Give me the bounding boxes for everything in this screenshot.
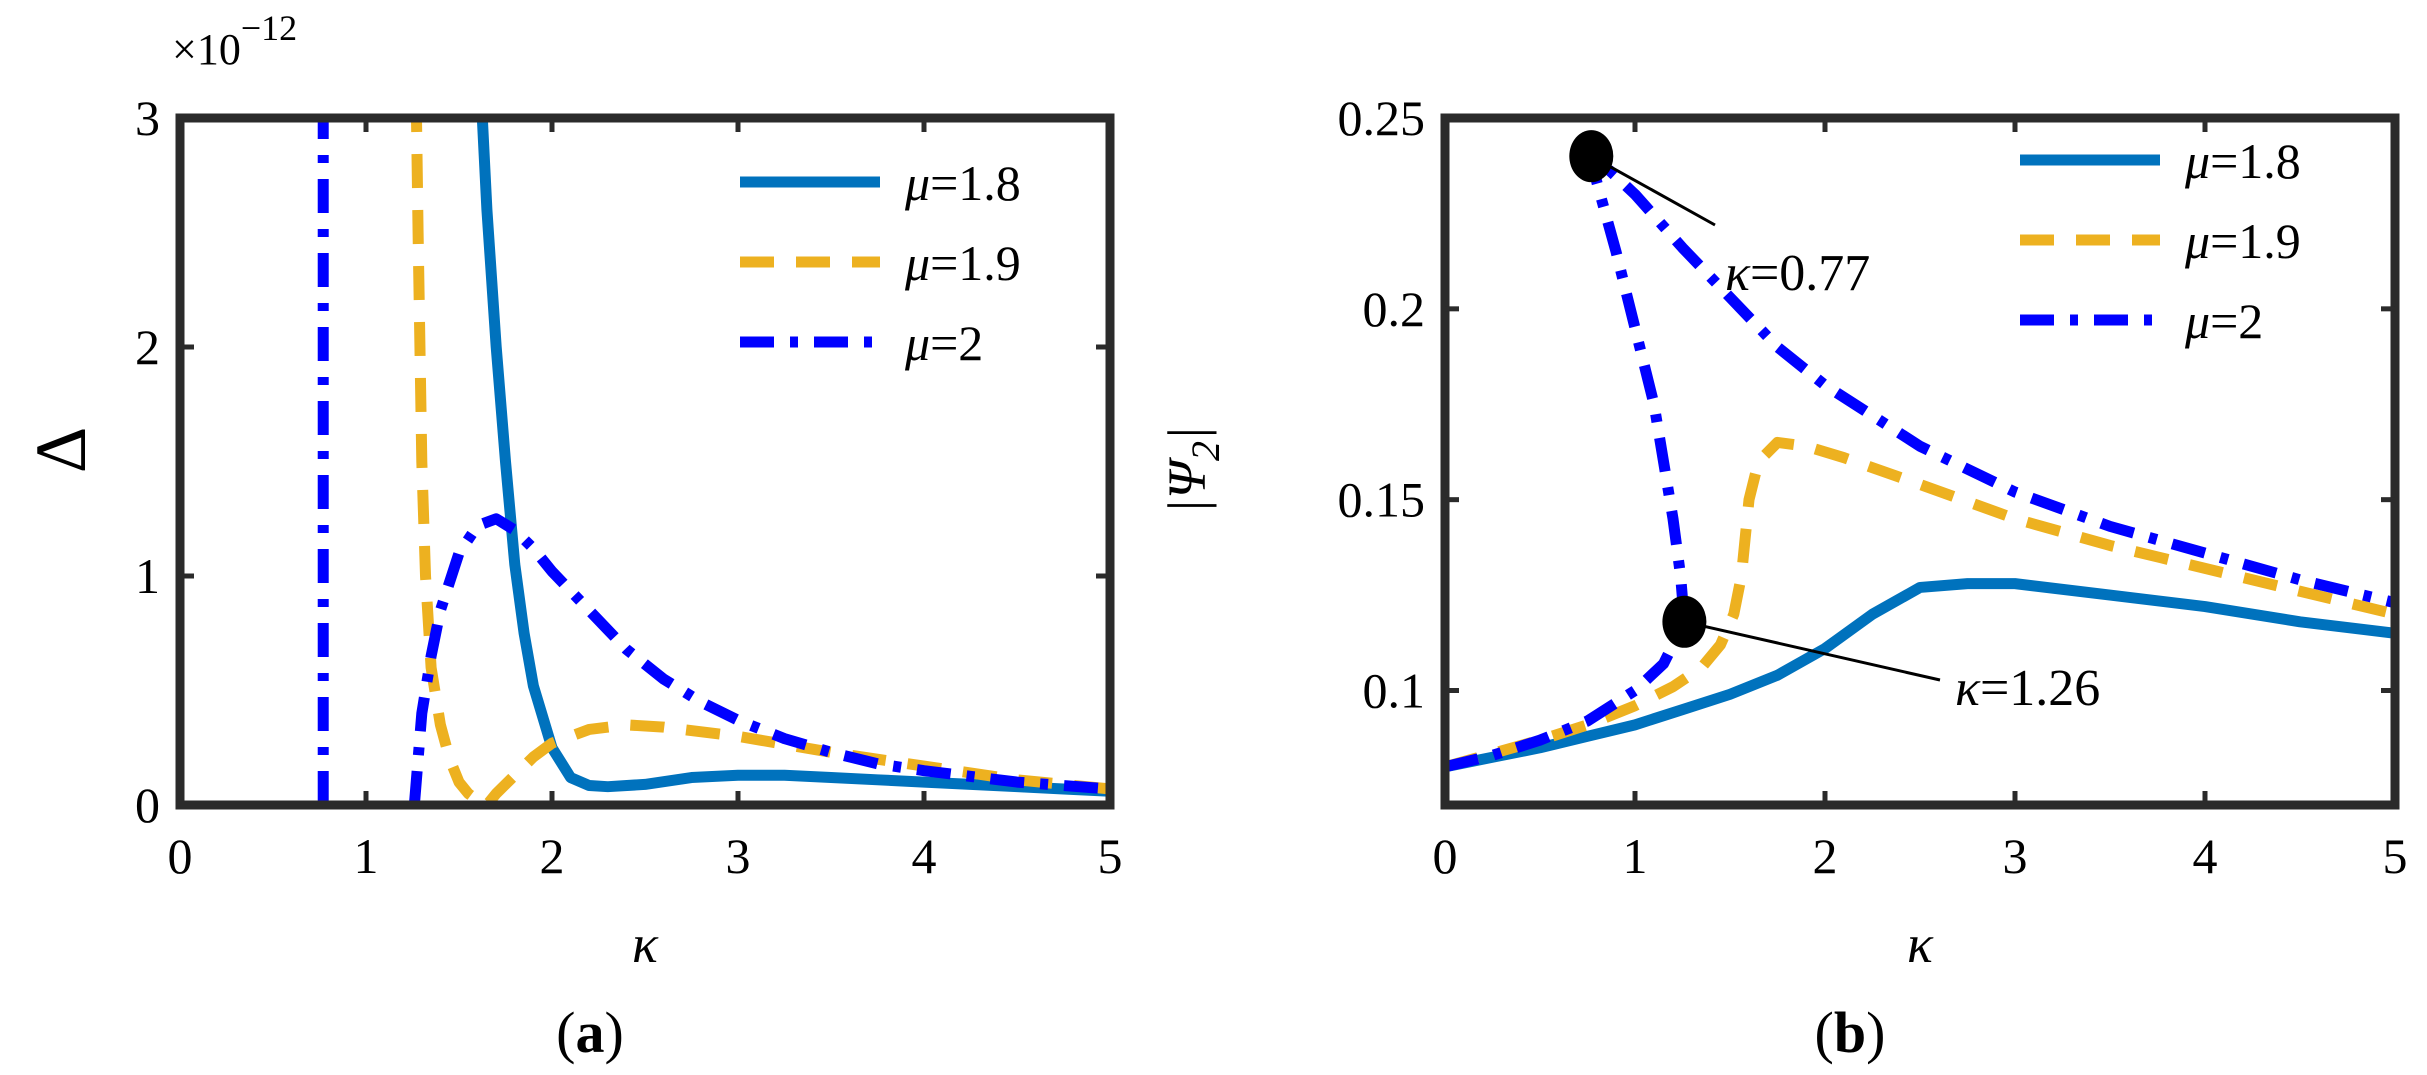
legend-a: μ=1.8 μ=1.9 μ=2 [740,155,1021,371]
legend-label-2: μ=1.9 [2184,213,2301,269]
series-group-a [317,118,1110,805]
y-tick-label: 0.25 [1338,90,1426,146]
y-tick-label: 3 [135,90,160,146]
x-axis-label-b: κ [1907,914,1934,974]
annotations-b: κ=0.77 κ=1.26 [1569,130,2100,717]
annotation-marker-1 [1569,130,1614,183]
plot-area-b [1445,118,2395,805]
axes-box-b [1440,113,2400,810]
y-tick-label: 0.2 [1363,281,1426,337]
legend-label-2: μ=1.9 [904,235,1021,291]
axes-box-a [175,113,1115,810]
x-tick-label: 2 [1813,828,1838,884]
series-line-a-2 [410,118,1110,805]
legend-label-1: μ=1.8 [904,155,1021,211]
x-tick-label: 0 [168,828,193,884]
x-tick-label: 3 [726,828,751,884]
y-tick-label: 0 [135,777,160,833]
annotation-label-1: κ=0.77 [1725,245,1870,302]
series-group-b [1445,150,2395,773]
series-line-a-3 [317,118,1110,805]
series-line-b-1 [1445,578,2395,773]
x-tick-label: 5 [2383,828,2408,884]
plot-area-a [180,118,1110,805]
annotation-leader-1 [1590,154,1716,227]
legend-b: μ=1.8 μ=1.9 μ=2 [2020,133,2301,349]
x-tick-label: 3 [2003,828,2028,884]
caption-b: (b) [1815,1000,1886,1065]
y-axis-label-b: |Ψ2| [1157,426,1228,514]
x-tick-label: 1 [354,828,379,884]
x-tick-label: 0 [1433,828,1458,884]
legend-label-1: μ=1.8 [2184,133,2301,189]
caption-a: (a) [556,1000,624,1065]
y-axis-label-b-text: |Ψ2| [1157,426,1228,514]
panel-a: 0 1 2 3 4 5 0 1 2 3 ×10−12 Δ κ μ=1.8 μ=1.9 μ=2 (a) [21,8,1123,1065]
series-line-a-1 [476,118,1110,797]
y-tick-label: 0.15 [1338,472,1426,528]
annotation-label-2: κ=1.26 [1955,660,2100,717]
ticks-a: 0 1 2 3 4 5 0 1 2 3 [135,90,1123,884]
panel-b: 0 1 2 3 4 5 0.1 0.15 0.2 0.25 κ=0.77 κ=1.26 κ |Ψ2|… [1157,90,2408,1065]
x-tick-label: 4 [2193,828,2218,884]
y-tick-label: 0.1 [1363,663,1426,719]
x-tick-label: 1 [1623,828,1648,884]
annotation-leader-2 [1684,620,1941,682]
y-tick-label: 2 [135,319,160,375]
x-tick-label: 2 [540,828,565,884]
y-multiplier-a: ×10−12 [172,8,297,74]
x-axis-label-a: κ [632,914,659,974]
x-tick-label: 4 [912,828,937,884]
annotation-marker-2 [1662,595,1707,648]
ticks-b: 0 1 2 3 4 5 0.1 0.15 0.2 0.25 [1338,90,2408,884]
x-tick-label: 5 [1098,828,1123,884]
legend-label-3: μ=2 [904,315,983,371]
series-line-b-3 [1445,150,2395,773]
y-tick-label: 1 [135,548,160,604]
y-axis-label-a: Δ [21,427,101,473]
legend-label-3: μ=2 [2184,293,2263,349]
series-line-b-2 [1445,436,2395,773]
